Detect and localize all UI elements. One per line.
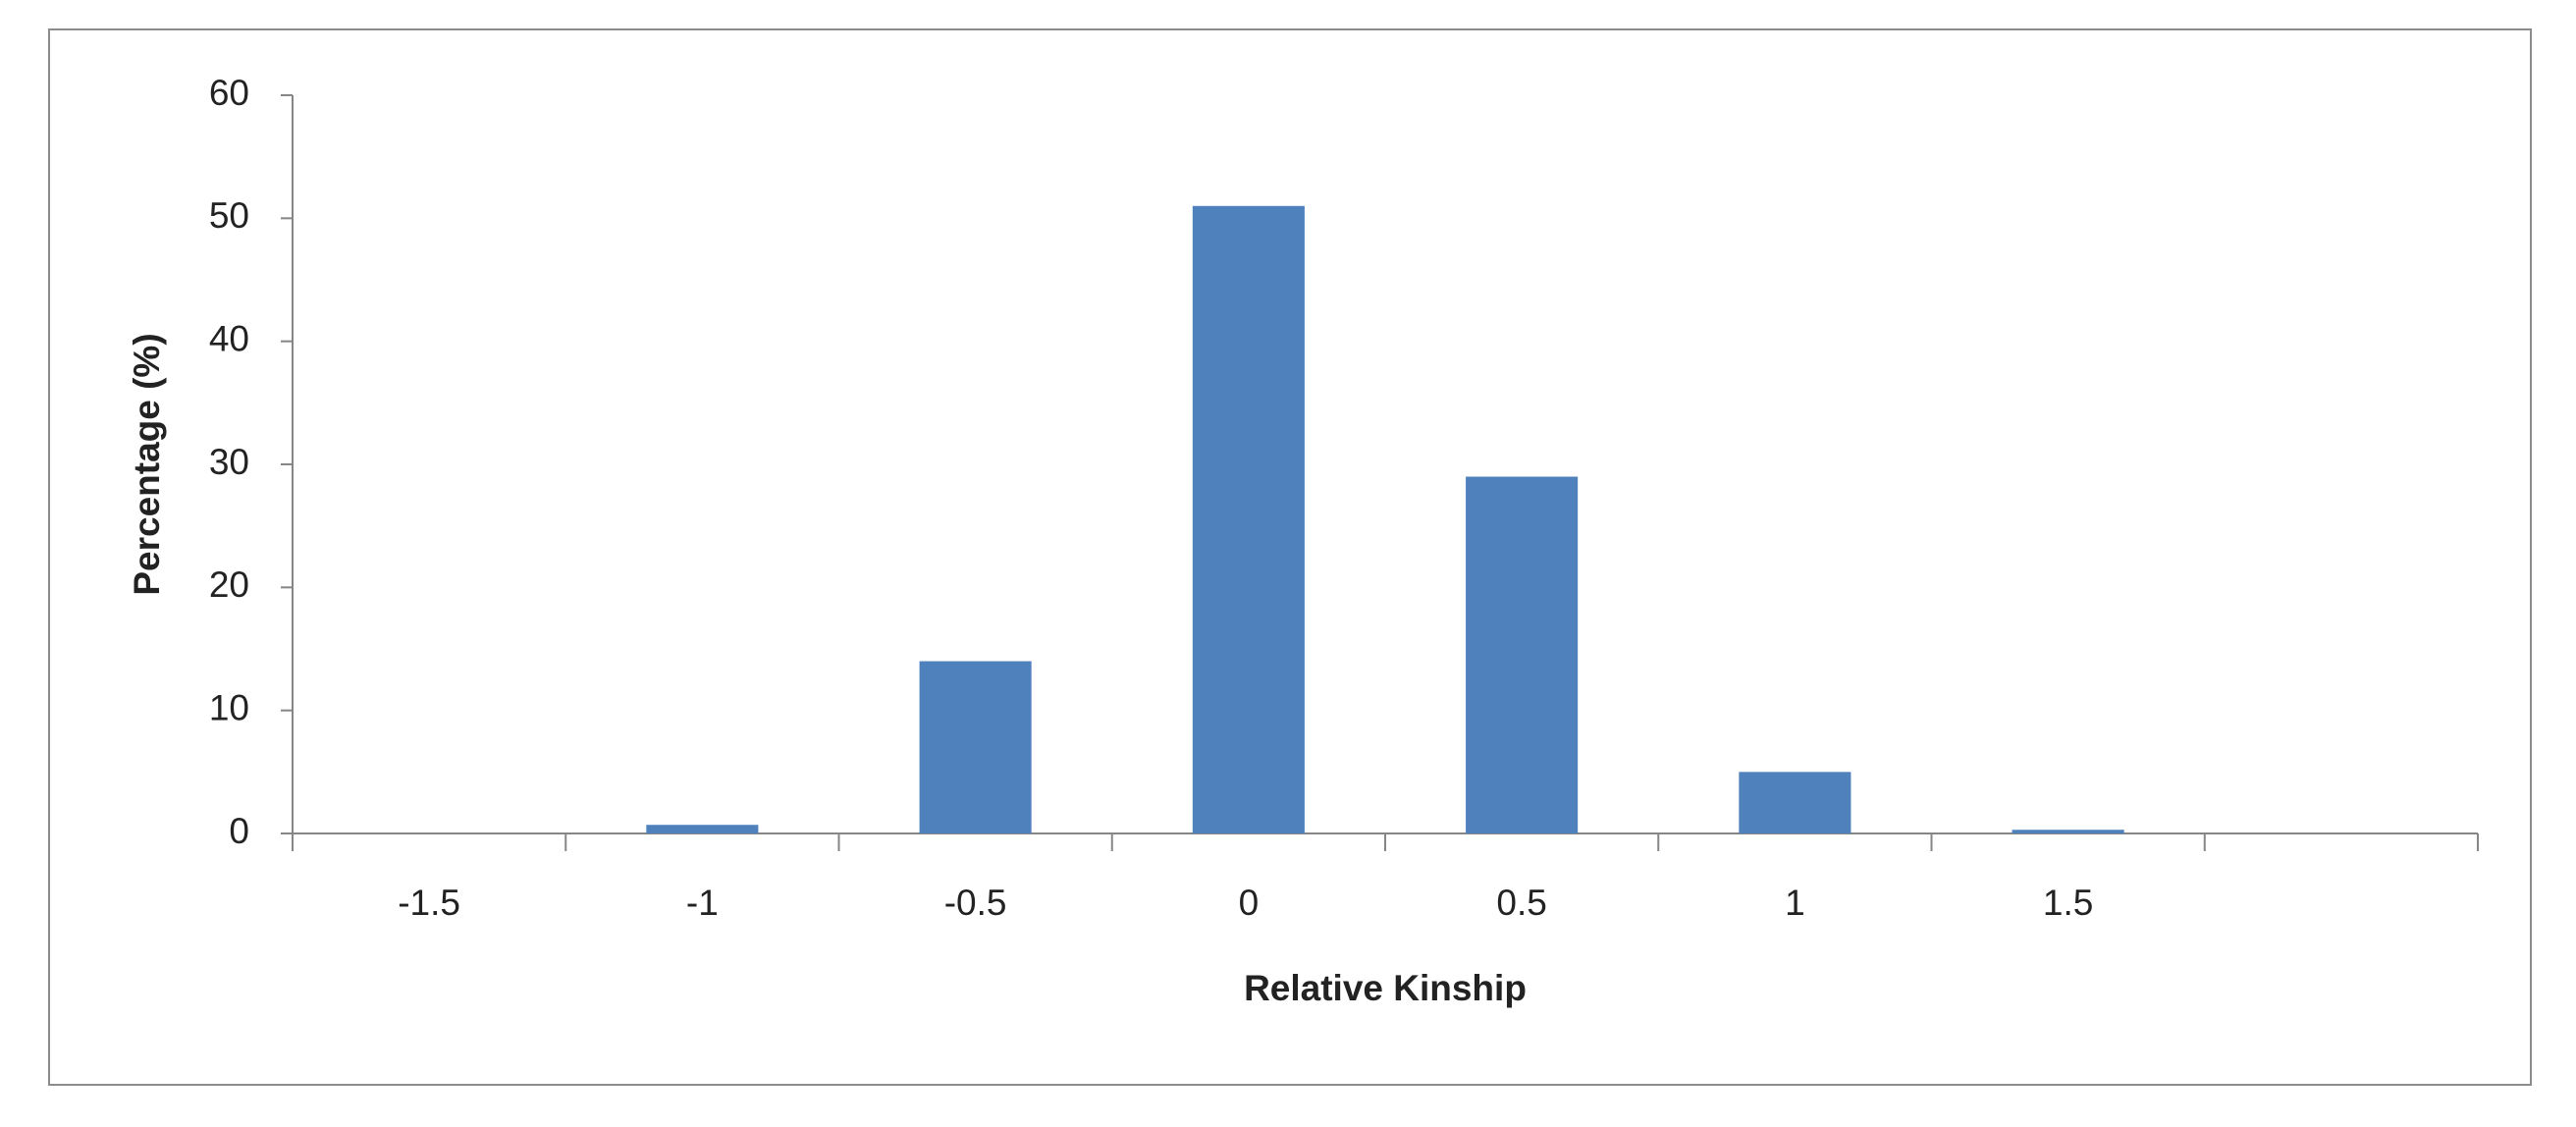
bar xyxy=(2012,830,2124,833)
x-tick-label: -0.5 xyxy=(944,883,1007,923)
bar xyxy=(919,661,1032,833)
x-tick-label: 1.5 xyxy=(2043,883,2093,923)
y-tick-label: 60 xyxy=(209,73,249,113)
x-tick-label: -1 xyxy=(686,883,719,923)
bar xyxy=(646,825,759,833)
y-tick-label: 20 xyxy=(209,564,249,605)
x-tick-label: 0.5 xyxy=(1496,883,1546,923)
y-tick-label: 10 xyxy=(209,687,249,727)
x-tick-label: 0 xyxy=(1239,883,1260,923)
y-tick-label: 0 xyxy=(229,811,249,851)
y-axis-title: Percentage (%) xyxy=(127,333,167,595)
y-tick-label: 40 xyxy=(209,318,249,358)
bar xyxy=(1192,205,1305,834)
bar xyxy=(1466,476,1579,833)
x-tick-label: 1 xyxy=(1785,883,1805,923)
y-tick-label: 50 xyxy=(209,195,249,236)
x-tick-label: -1.5 xyxy=(398,883,460,923)
bar xyxy=(1739,772,1852,833)
x-axis-title: Relative Kinship xyxy=(1244,968,1527,1008)
y-tick-label: 30 xyxy=(209,442,249,482)
